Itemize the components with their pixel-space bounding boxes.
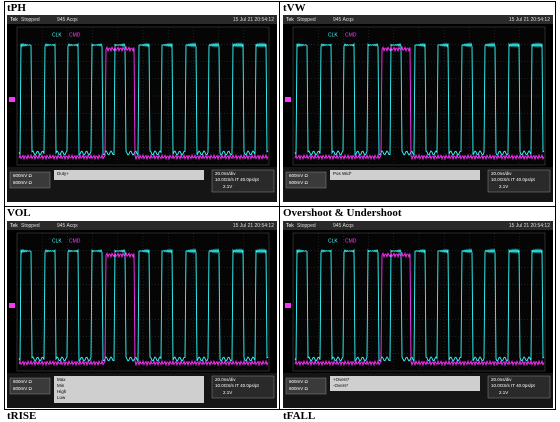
trace-cmd xyxy=(18,251,269,367)
ch-marker xyxy=(285,303,291,308)
time-box xyxy=(487,375,551,399)
status: Stopped xyxy=(21,223,40,229)
trace-cmd xyxy=(18,45,269,161)
status: Stopped xyxy=(21,17,40,23)
ch-box xyxy=(9,171,51,189)
time-box xyxy=(211,375,275,399)
caption: Overshoot & Undershoot xyxy=(283,207,402,219)
measurement: High xyxy=(57,389,67,394)
brand: Tek xyxy=(10,17,18,23)
time-box xyxy=(211,169,275,193)
date: 15 Jul 21 20:54:12 xyxy=(509,223,550,229)
timebase: 20.0ns/div xyxy=(215,377,236,382)
date: 15 Jul 21 20:54:12 xyxy=(233,17,274,23)
sample-rate: 10.0GS/s IT 40.0ps/pt xyxy=(491,383,535,388)
ch-box xyxy=(9,377,51,395)
trace-clk xyxy=(18,42,269,157)
timebase: 20.0ns/div xyxy=(491,171,512,176)
ch2-label: CMD xyxy=(345,32,357,38)
measurement: -Overs* xyxy=(333,383,349,388)
meas-box xyxy=(330,376,480,391)
ch-scale: 600mV Ω xyxy=(13,173,33,178)
sample-rate: 10.0GS/s IT 40.0ps/pt xyxy=(215,177,259,182)
brand: Tek xyxy=(10,223,18,229)
ch2-label: CMD xyxy=(345,238,357,244)
measurement: Pos Wid* xyxy=(333,171,352,176)
brand: Tek xyxy=(286,223,294,229)
ch-scale: 600mV Ω xyxy=(13,180,33,185)
measurement: Max xyxy=(57,377,66,382)
cell xyxy=(279,206,556,410)
trace-cmd xyxy=(294,251,545,367)
ch-marker xyxy=(285,97,291,102)
measurement: Min xyxy=(57,383,65,388)
ch-marker xyxy=(9,303,15,308)
ch-scale: 600mV Ω xyxy=(289,379,309,384)
timebase: 20.0ns/div xyxy=(215,171,236,176)
caption: tRISE xyxy=(7,410,37,422)
trace-clk xyxy=(18,248,269,363)
ch-scale: 600mV Ω xyxy=(289,386,309,391)
acqs: 945 Acqs xyxy=(333,223,354,229)
ch-scale: 600mV Ω xyxy=(289,173,309,178)
scope-screenshot: Tek Stopped 945 Acqs 15 Jul 21 20:54:12 CLK C… xyxy=(283,221,553,408)
ch2-label: CMD xyxy=(69,32,81,38)
ch1-label: CLK xyxy=(328,32,338,38)
trigger: 2.1V xyxy=(499,184,508,189)
scope-screenshot: Tek Stopped 945 Acqs 15 Jul 21 20:54:12 CLK C… xyxy=(7,15,277,202)
sample-rate: 10.0GS/s IT 40.0ps/pt xyxy=(491,177,535,182)
top-bar xyxy=(283,221,553,230)
measurement: Duty+ xyxy=(57,171,69,176)
ch-scale: 600mV Ω xyxy=(13,379,33,384)
acqs: 945 Acqs xyxy=(333,17,354,23)
ch1-label: CLK xyxy=(52,238,62,244)
caption: tFALL xyxy=(283,410,316,422)
ch-marker xyxy=(9,97,15,102)
trigger: 2.1V xyxy=(223,390,232,395)
date: 15 Jul 21 20:54:12 xyxy=(509,17,550,23)
brand: Tek xyxy=(286,17,294,23)
meas-box xyxy=(330,170,480,180)
ch1-label: CLK xyxy=(52,32,62,38)
caption: tVW xyxy=(283,2,306,14)
acqs: 945 Acqs xyxy=(57,223,78,229)
date: 15 Jul 21 20:54:12 xyxy=(233,223,274,229)
trace-clk xyxy=(294,248,545,363)
ch-scale: 600mV Ω xyxy=(13,386,33,391)
time-box xyxy=(487,169,551,193)
caption: VOL xyxy=(7,207,31,219)
trigger: 2.1V xyxy=(499,390,508,395)
status: Stopped xyxy=(297,223,316,229)
timebase: 20.0ns/div xyxy=(491,377,512,382)
scope-screenshot: Tek Stopped 945 Acqs 15 Jul 21 20:54:12 CLK C… xyxy=(7,221,277,408)
meas-box xyxy=(54,376,204,403)
ch-box xyxy=(285,171,327,189)
measurement: Low xyxy=(57,395,66,400)
top-bar xyxy=(283,15,553,24)
ch1-label: CLK xyxy=(328,238,338,244)
trace-cmd xyxy=(294,45,545,161)
scope-screenshot: Tek Stopped 945 Acqs 15 Jul 21 20:54:12 CLK C… xyxy=(283,15,553,202)
top-bar xyxy=(7,15,277,24)
status: Stopped xyxy=(297,17,316,23)
ch-scale: 600mV Ω xyxy=(289,180,309,185)
sample-rate: 10.0GS/s IT 40.0ps/pt xyxy=(215,383,259,388)
trace-clk xyxy=(294,42,545,157)
caption: tPH xyxy=(7,2,26,14)
meas-box xyxy=(54,170,204,180)
ch2-label: CMD xyxy=(69,238,81,244)
acqs: 945 Acqs xyxy=(57,17,78,23)
trigger: 2.1V xyxy=(223,184,232,189)
measurement: +Overs* xyxy=(333,377,350,382)
ch-box xyxy=(285,377,327,395)
top-bar xyxy=(7,221,277,230)
